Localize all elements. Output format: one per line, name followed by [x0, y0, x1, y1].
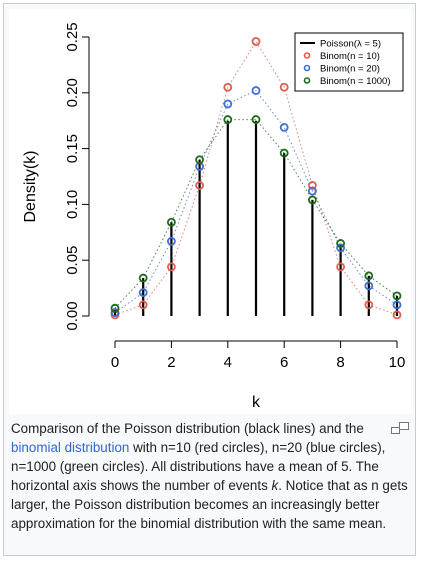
legend-circle-marker: [303, 52, 311, 59]
y-tick-label: 0.00: [64, 301, 81, 330]
y-axis-label: Density(k): [22, 150, 39, 222]
poisson-binomial-chart: 0.00 0.05 0.10 0.15 0.20 0.25 Density(k) 0 2 4 6 8 1…: [22, 22, 406, 411]
y-tick-label: 0.20: [64, 78, 81, 107]
caption-text-after: with n=10 (red circles), n=20 (blue circ…: [11, 440, 386, 493]
series-1-point: [138, 300, 148, 310]
caption-k: k: [271, 478, 279, 493]
legend-label: Poisson(λ = 5): [320, 39, 381, 50]
chart-image[interactable]: 0.00 0.05 0.10 0.15 0.20 0.25 Density(k) 0 2 4 6 8 1…: [9, 9, 411, 414]
y-tick-label: 0.15: [64, 134, 81, 163]
x-tick-label: 2: [167, 354, 175, 371]
series-3-point: [223, 115, 233, 124]
series-1-point: [166, 262, 176, 272]
legend-label: Binom(n = 20): [320, 64, 380, 75]
caption-text-before: Comparison of the Poisson distribution (…: [11, 421, 364, 436]
series-3-point: [392, 291, 402, 301]
series-1-point: [392, 310, 402, 320]
series-1-point: [364, 300, 374, 310]
series-1-point: [251, 37, 261, 46]
series-3-point: [110, 303, 120, 313]
series-2-point: [279, 122, 289, 132]
series-3-point: [166, 217, 176, 227]
series-2-point: [251, 86, 261, 95]
series-2-point: [336, 243, 346, 253]
series-1-point: [307, 181, 317, 190]
series-2-point: [110, 308, 120, 318]
series-2-dotted-line: [114, 89, 398, 314]
x-tick-label: 4: [224, 354, 232, 371]
y-tick-label: 0.25: [64, 22, 81, 51]
series-2-point: [166, 236, 176, 246]
x-tick-label: 0: [111, 354, 119, 371]
x-tick-label: 10: [389, 354, 406, 371]
series-2-point: [392, 300, 402, 310]
series-2-point: [138, 288, 148, 297]
y-tick-label: 0.10: [64, 190, 81, 219]
figure-thumbnail: 0.00 0.05 0.10 0.15 0.20 0.25 Density(k) 0 2 4 6 8 1…: [3, 3, 416, 556]
series-2-point: [307, 186, 317, 196]
series-1-point: [279, 82, 289, 92]
series-3-point: [336, 239, 346, 248]
legend-label: Binom(n = 1000): [320, 76, 391, 87]
caption-text-end: . Notice that as n gets larger, the Pois…: [11, 478, 408, 531]
series-1-point: [336, 262, 346, 272]
series-3-point: [364, 271, 374, 281]
legend-label: Binom(n = 10): [320, 51, 380, 62]
series-1-point: [195, 181, 205, 190]
series-1-dotted-line: [114, 40, 398, 316]
legend-circle-marker: [303, 77, 311, 84]
series-2-point: [364, 281, 374, 291]
enlarge-icon[interactable]: [391, 422, 409, 434]
series-3-point: [251, 115, 261, 124]
series-2-point: [223, 99, 233, 109]
binomial-distribution-link[interactable]: binomial distribution: [11, 440, 130, 455]
series-3-point: [279, 148, 289, 158]
y-tick-label: 0.05: [64, 246, 81, 275]
series-3-point: [195, 155, 205, 165]
figure-caption: Comparison of the Poisson distribution (…: [11, 419, 411, 533]
series-3-point: [138, 273, 148, 283]
x-tick-label: 6: [280, 354, 288, 371]
x-tick-label: 8: [336, 354, 344, 371]
legend-circle-marker: [303, 64, 311, 72]
series-3-point: [307, 195, 317, 205]
x-axis-label: k: [252, 394, 261, 411]
series-1-point: [223, 82, 233, 92]
